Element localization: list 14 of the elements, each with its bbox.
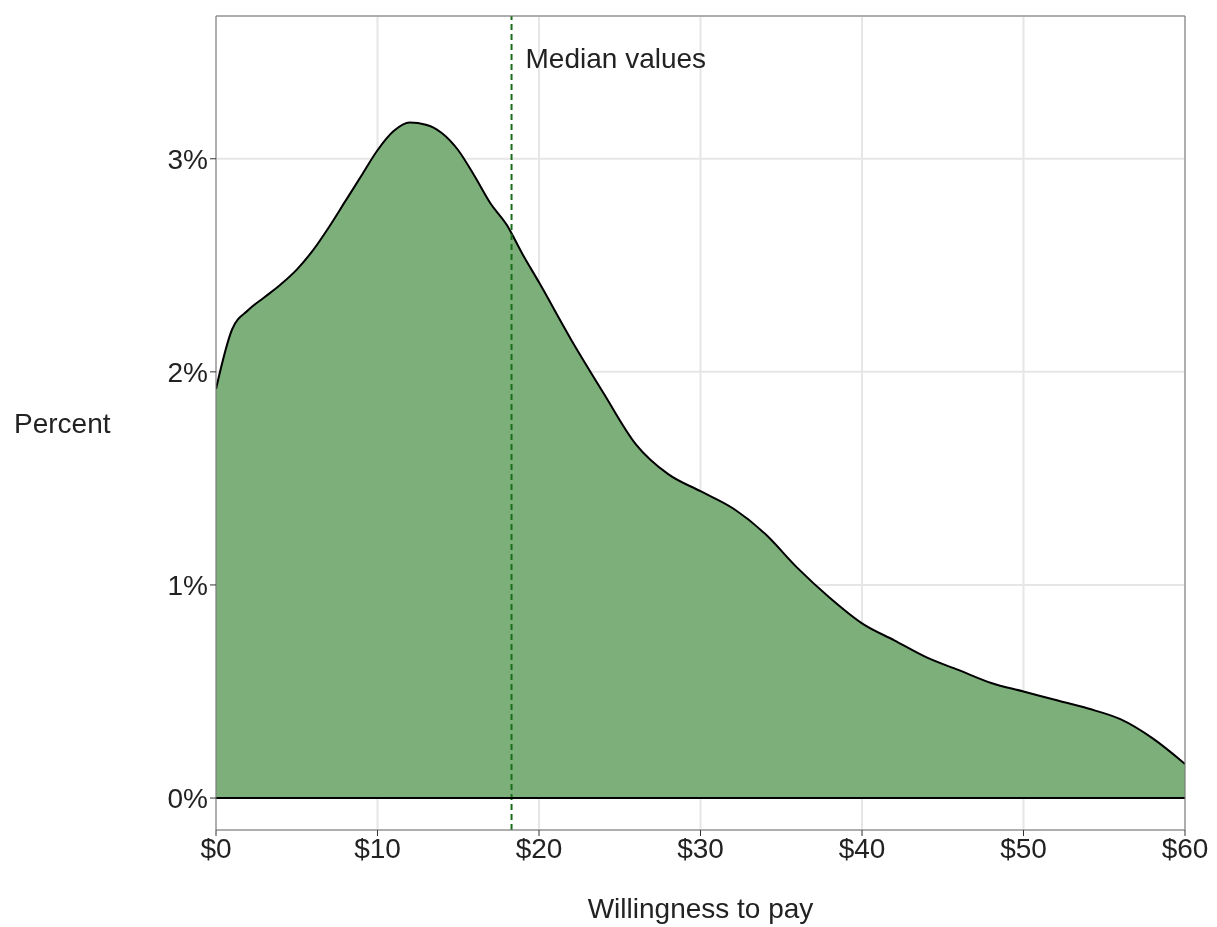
x-tick-label: $60 [1161, 832, 1209, 864]
x-tick-label: $30 [677, 832, 724, 864]
y-tick-label: 1% [167, 569, 208, 601]
ref-line-label: Median values [525, 43, 707, 74]
y-tick-label: 3% [167, 143, 208, 175]
y-axis-title: Percent [14, 408, 111, 439]
x-tick-label: $10 [354, 832, 401, 864]
x-tick-label: $20 [515, 832, 563, 864]
x-axis-title: Willingness to pay [587, 893, 814, 924]
x-tick-label: $50 [1000, 832, 1047, 864]
x-tick-label: $40 [838, 832, 886, 864]
y-tick-label: 0% [167, 782, 208, 814]
x-tick-label: $0 [200, 832, 232, 864]
y-tick-label: 2% [167, 356, 208, 388]
